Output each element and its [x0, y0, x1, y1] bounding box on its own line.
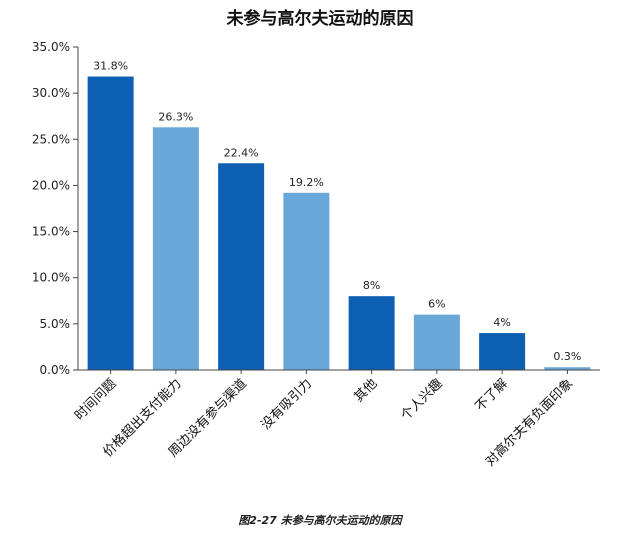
bar-data-label: 31.8%: [93, 60, 128, 73]
category-label: 其他: [351, 376, 380, 405]
bar: [479, 333, 526, 370]
bar-data-label: 4%: [493, 316, 510, 329]
y-tick-label: 5.0%: [40, 317, 71, 331]
bar-data-label: 22.4%: [224, 146, 259, 159]
bar: [87, 76, 134, 370]
bar-data-label: 0.3%: [553, 350, 581, 363]
category-label: 没有吸引力: [259, 376, 316, 433]
y-tick-label: 20.0%: [32, 178, 70, 192]
category-label: 不了解: [473, 376, 511, 414]
bars: 31.8% 26.3% 22.4% 19.2% 8% 6% 4% 0.3%: [87, 60, 591, 370]
y-tick-label: 25.0%: [32, 132, 70, 146]
figure-caption: 图2-27 未参与高尔夫运动的原因: [238, 514, 402, 527]
y-axis: 0.0% 5.0% 10.0% 15.0% 20.0% 25.0% 30.0% 35.0%: [32, 40, 79, 377]
bar: [283, 192, 330, 370]
y-tick-label: 15.0%: [32, 225, 70, 239]
bar: [413, 314, 460, 370]
bar: [544, 367, 591, 370]
bar: [348, 296, 395, 370]
bar-data-label: 19.2%: [289, 176, 324, 189]
bar-data-label: 8%: [363, 279, 380, 292]
bar-data-label: 6%: [428, 298, 445, 311]
y-tick-label: 30.0%: [32, 86, 70, 100]
bar: [152, 127, 199, 370]
category-label: 个人兴趣: [398, 376, 445, 423]
bar: [218, 163, 265, 370]
category-label: 时间问题: [72, 376, 119, 423]
bar-data-label: 26.3%: [158, 110, 193, 123]
bar-chart: 0.0% 5.0% 10.0% 15.0% 20.0% 25.0% 30.0% 35.0% 3…: [32, 40, 600, 470]
y-tick-label: 0.0%: [40, 363, 71, 377]
y-tick-label: 10.0%: [32, 271, 70, 285]
y-tick-label: 35.0%: [32, 40, 70, 54]
chart-title: 未参与高尔夫运动的原因: [226, 9, 414, 29]
